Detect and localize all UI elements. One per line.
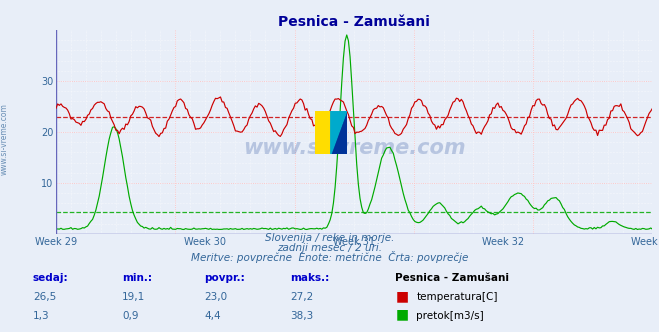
Polygon shape	[331, 111, 347, 154]
Text: maks.:: maks.:	[290, 273, 330, 283]
Polygon shape	[331, 111, 347, 154]
Text: pretok[m3/s]: pretok[m3/s]	[416, 311, 484, 321]
Text: 4,4: 4,4	[204, 311, 221, 321]
Text: 27,2: 27,2	[290, 292, 313, 302]
Text: Slovenija / reke in morje.: Slovenija / reke in morje.	[265, 233, 394, 243]
Text: ■: ■	[395, 308, 409, 322]
Text: sedaj:: sedaj:	[33, 273, 69, 283]
Text: temperatura[C]: temperatura[C]	[416, 292, 498, 302]
Text: 26,5: 26,5	[33, 292, 56, 302]
Text: povpr.:: povpr.:	[204, 273, 245, 283]
Text: 38,3: 38,3	[290, 311, 313, 321]
Text: 1,3: 1,3	[33, 311, 49, 321]
Text: 19,1: 19,1	[122, 292, 145, 302]
Title: Pesnica - Zamušani: Pesnica - Zamušani	[278, 15, 430, 29]
Text: 23,0: 23,0	[204, 292, 227, 302]
Text: min.:: min.:	[122, 273, 152, 283]
Bar	[315, 111, 331, 154]
Text: 0,9: 0,9	[122, 311, 138, 321]
Text: Meritve: povprečne  Enote: metrične  Črta: povprečje: Meritve: povprečne Enote: metrične Črta:…	[191, 251, 468, 263]
Text: www.si-vreme.com: www.si-vreme.com	[243, 138, 465, 158]
Text: Pesnica - Zamušani: Pesnica - Zamušani	[395, 273, 509, 283]
Text: zadnji mesec / 2 uri.: zadnji mesec / 2 uri.	[277, 243, 382, 253]
Text: ■: ■	[395, 290, 409, 303]
Text: www.si-vreme.com: www.si-vreme.com	[0, 104, 9, 175]
